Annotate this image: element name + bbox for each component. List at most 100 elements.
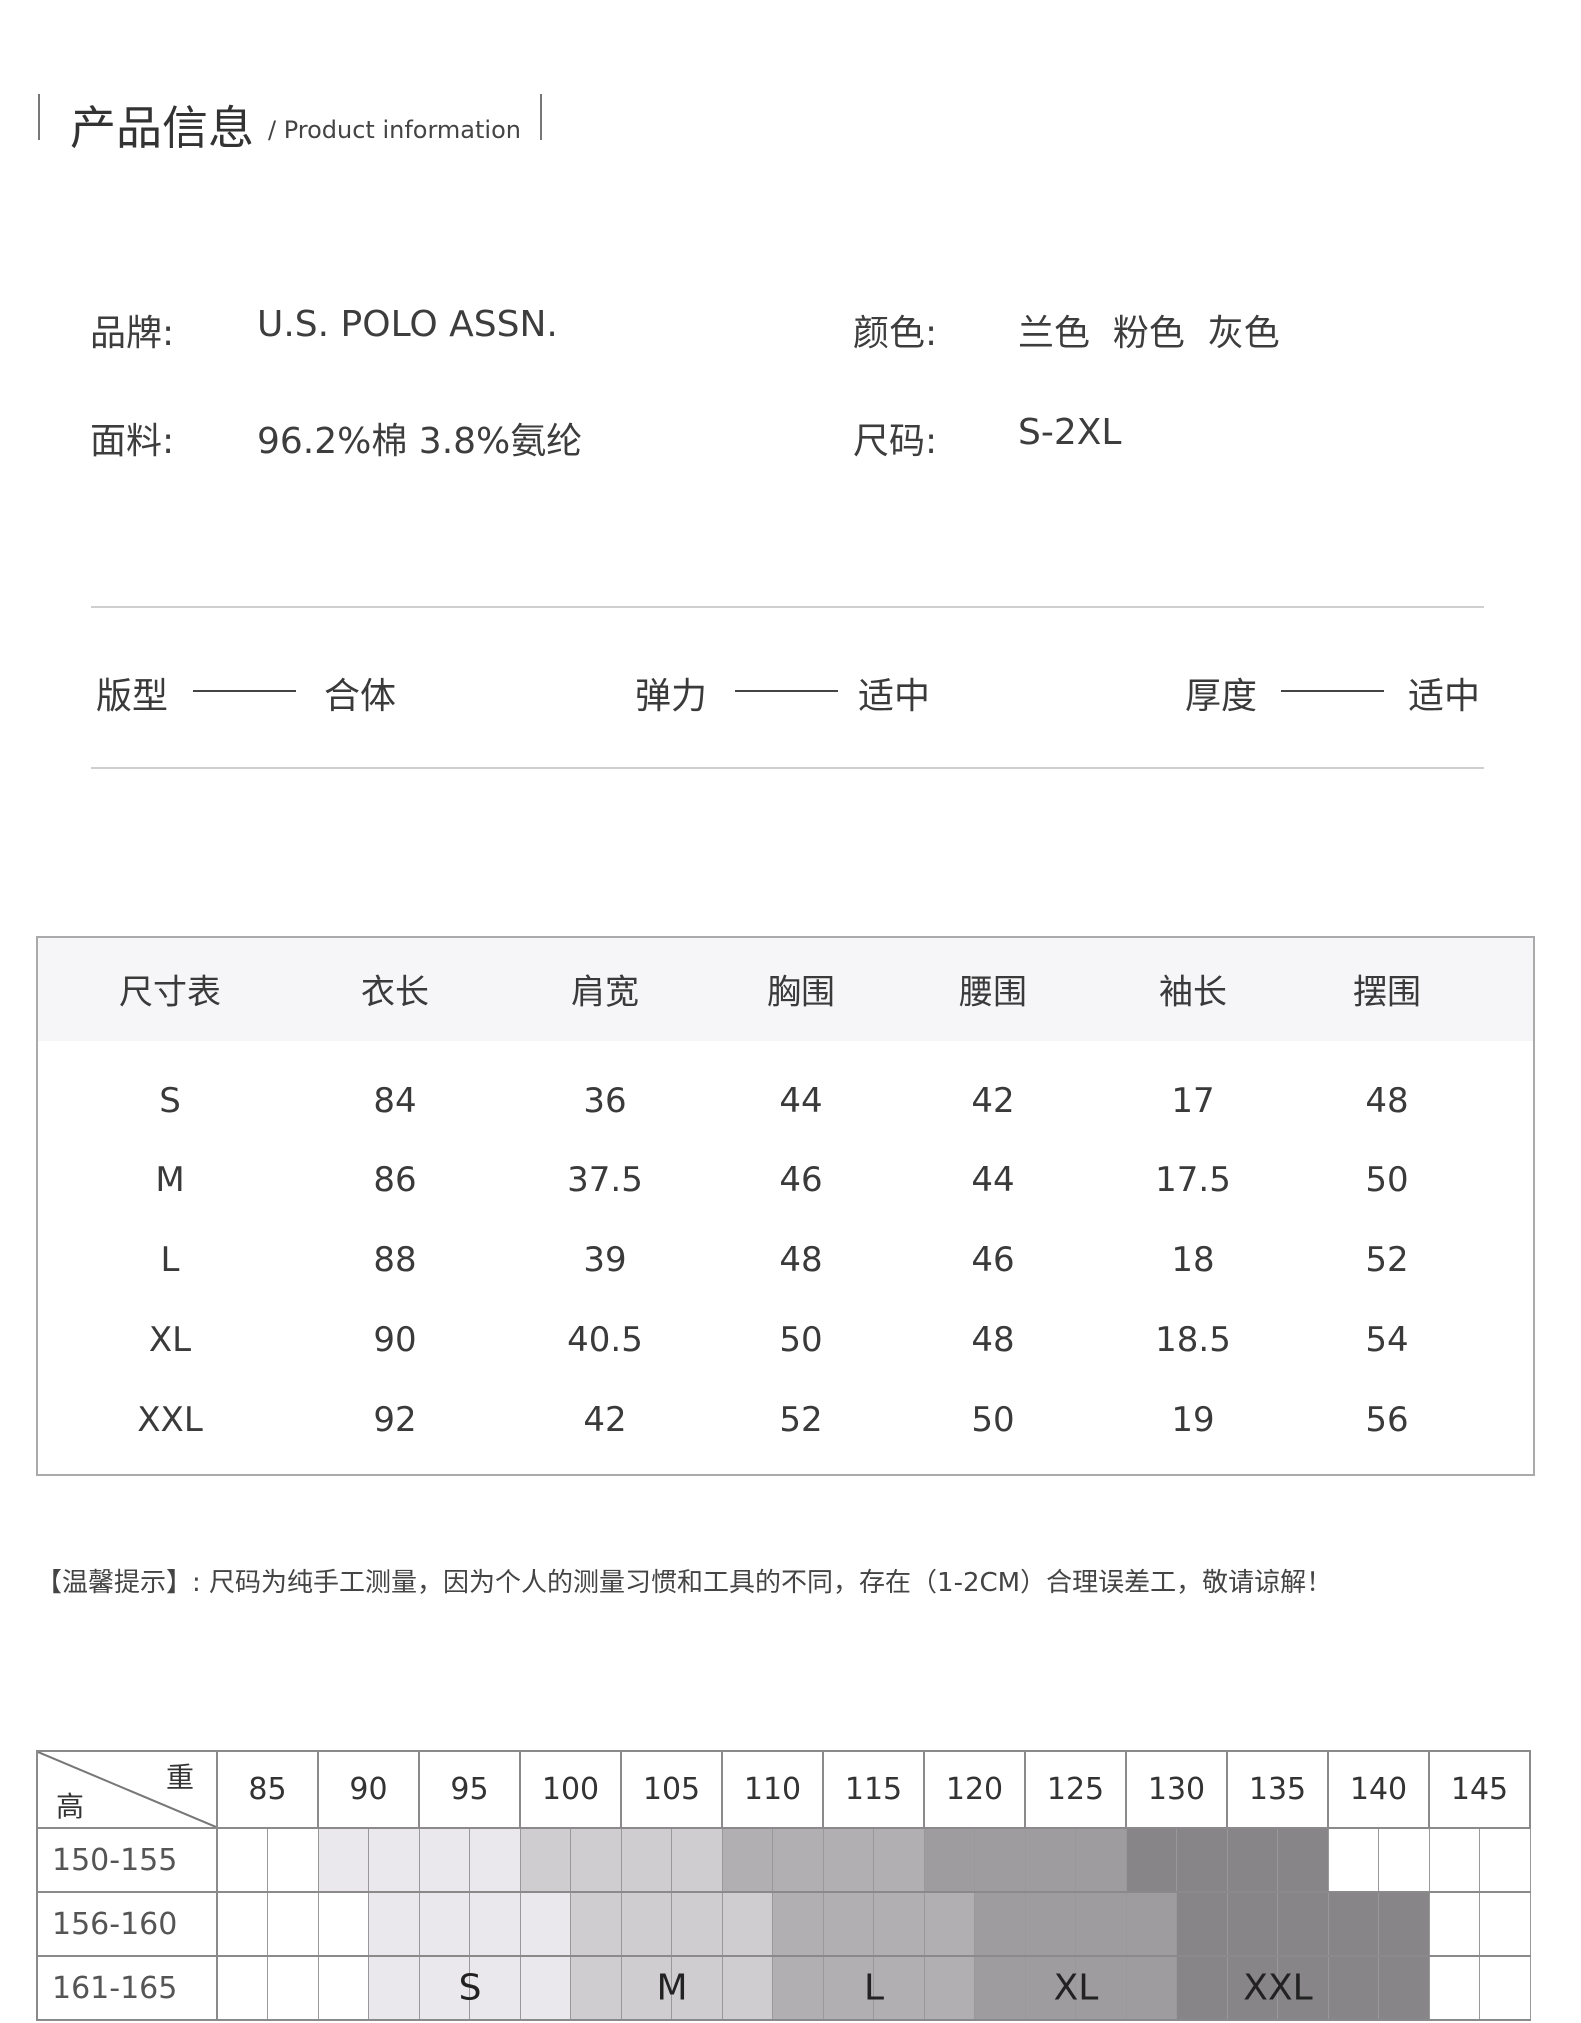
size-recommendation-grid: 重高 85 90 95 100 105 110 115 120 125 130 135 140 145 15… xyxy=(36,1750,1531,2021)
thickness-value: 适中 xyxy=(1408,676,1481,717)
grid-cell xyxy=(1277,1891,1329,1957)
fabric-label: 面料: xyxy=(90,421,175,462)
grid-cell xyxy=(267,1827,319,1893)
weight-header: 115 xyxy=(822,1750,925,1829)
size-table-header-cell: 摆围 xyxy=(1353,972,1421,1013)
size-label: 尺码: xyxy=(853,421,938,462)
grid-cell: XXL xyxy=(1243,1955,1329,2021)
weight-header: 110 xyxy=(721,1750,824,1829)
size-table-cell: 84 xyxy=(373,1081,417,1121)
fabric-value: 96.2%棉 3.8%氨纶 xyxy=(257,421,583,462)
size-zone-label: XL xyxy=(1053,1967,1099,2009)
size-table-cell: 52 xyxy=(779,1400,823,1440)
grid-cell xyxy=(1075,1891,1127,1957)
size-table: 尺寸表 衣长 肩宽 胸围 腰围 袖长 摆围 S 84 36 44 42 17 48 M 86 37.5 46 44 1… xyxy=(36,936,1535,1476)
dash xyxy=(1281,690,1384,692)
size-table-header xyxy=(38,938,1533,1041)
grid-cell xyxy=(267,1955,319,2021)
size-table-cell: 46 xyxy=(971,1240,1015,1280)
grid-cell xyxy=(974,1955,1026,2021)
size-table-cell: 40.5 xyxy=(567,1320,643,1360)
grid-cell xyxy=(721,1891,773,1957)
dash xyxy=(735,690,838,692)
grid-cell xyxy=(570,1827,622,1893)
grid-cell xyxy=(1176,1891,1228,1957)
size-table-cell: 44 xyxy=(971,1160,1015,1200)
weight-header: 135 xyxy=(1226,1750,1329,1829)
divider xyxy=(91,606,1484,608)
grid-cell xyxy=(1428,1955,1480,2021)
weight-label: 重 xyxy=(165,1761,194,1794)
grid-cell xyxy=(1226,1891,1278,1957)
grid-cell xyxy=(620,1891,672,1957)
size-table-cell: 18.5 xyxy=(1155,1320,1231,1360)
grid-cell xyxy=(1024,1955,1076,2021)
grid-cell xyxy=(822,1955,874,2021)
grid-corner: 重高 xyxy=(36,1750,218,1829)
grid-cell xyxy=(469,1891,521,1957)
grid-cell xyxy=(721,1955,773,2021)
measurement-tip: 【温馨提示】: 尺码为纯手工测量，因为个人的测量习惯和工具的不同，存在（1-2C… xyxy=(36,1568,1333,1598)
size-table-header-cell: 肩宽 xyxy=(571,972,639,1013)
grid-cell: XL xyxy=(1054,1955,1127,2021)
size-table-header-cell: 衣长 xyxy=(361,972,429,1013)
weight-header: 120 xyxy=(923,1750,1026,1829)
size-table-cell: 54 xyxy=(1365,1320,1409,1360)
size-table-cell: 86 xyxy=(373,1160,417,1200)
grid-cell xyxy=(873,1827,925,1893)
size-table-cell: 48 xyxy=(971,1320,1015,1360)
size-table-cell: 44 xyxy=(779,1081,823,1121)
grid-cell xyxy=(1327,1891,1379,1957)
grid-cell xyxy=(822,1827,874,1893)
grid-cell xyxy=(317,1955,369,2021)
grid-cell xyxy=(519,1891,571,1957)
title-bar-right xyxy=(540,94,542,140)
size-table-cell: 48 xyxy=(779,1240,823,1280)
size-table-cell: 42 xyxy=(971,1081,1015,1121)
size-table-cell: 18 xyxy=(1171,1240,1215,1280)
grid-cell xyxy=(1378,1827,1430,1893)
height-range: 161-165 xyxy=(36,1955,218,2021)
weight-header: 140 xyxy=(1327,1750,1430,1829)
size-table-cell: 56 xyxy=(1365,1400,1409,1440)
grid-cell xyxy=(721,1827,773,1893)
size-table-cell: S xyxy=(159,1081,181,1121)
grid-cell xyxy=(368,1955,420,2021)
grid-cell xyxy=(873,1891,925,1957)
grid-cell xyxy=(519,1827,571,1893)
weight-header: 95 xyxy=(418,1750,521,1829)
grid-cell xyxy=(368,1827,420,1893)
size-table-cell: M xyxy=(155,1160,185,1200)
grid-cell xyxy=(1378,1955,1430,2021)
grid-cell xyxy=(368,1891,420,1957)
size-zone-label: L xyxy=(863,1967,885,2009)
dash xyxy=(193,690,296,692)
size-table-header-cell: 胸围 xyxy=(767,972,835,1013)
height-label: 高 xyxy=(56,1790,85,1823)
grid-row: 150-155 xyxy=(36,1827,1531,1893)
brand-label: 品牌: xyxy=(90,313,175,354)
fit-value: 合体 xyxy=(324,676,397,717)
grid-cell xyxy=(1176,1827,1228,1893)
grid-cell xyxy=(620,1827,672,1893)
grid-cell xyxy=(772,1955,824,2021)
height-range: 150-155 xyxy=(36,1827,218,1893)
grid-row: 161-165 S M L XL XXL xyxy=(36,1955,1531,2021)
size-table-cell: XL xyxy=(148,1320,192,1360)
grid-cell xyxy=(1428,1891,1480,1957)
grid-cell xyxy=(1479,1955,1531,2021)
color-label: 颜色: xyxy=(853,313,938,354)
grid-cell xyxy=(1125,1955,1177,2021)
grid-cell xyxy=(317,1827,369,1893)
size-table-cell: 90 xyxy=(373,1320,417,1360)
grid-cell: L xyxy=(864,1955,925,2021)
weight-header: 90 xyxy=(317,1750,420,1829)
grid-cell xyxy=(772,1891,824,1957)
grid-cell xyxy=(1024,1827,1076,1893)
grid-cell xyxy=(671,1827,723,1893)
grid-cell xyxy=(1024,1891,1076,1957)
grid-cell xyxy=(267,1891,319,1957)
grid-cell xyxy=(317,1891,369,1957)
grid-cell xyxy=(1226,1955,1278,2021)
size-table-header-cell: 袖长 xyxy=(1159,972,1227,1013)
